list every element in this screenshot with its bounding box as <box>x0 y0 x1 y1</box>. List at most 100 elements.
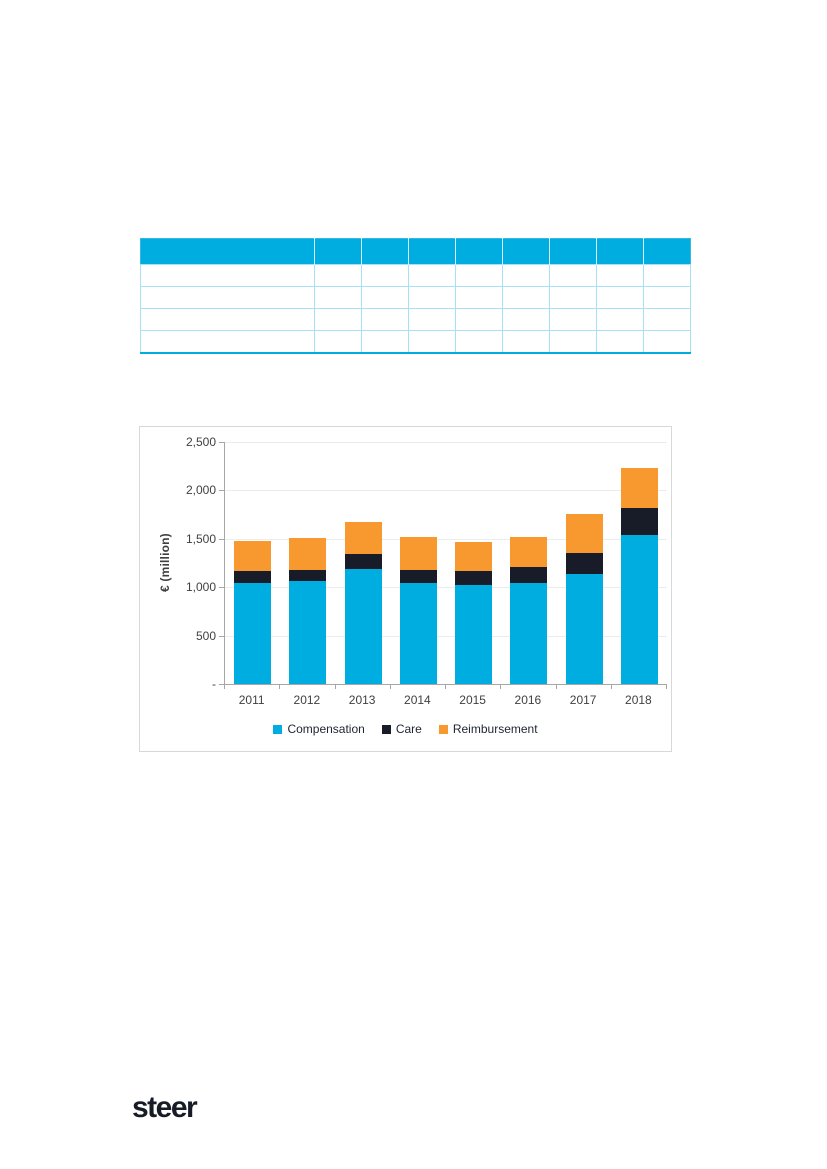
table-cell <box>408 286 456 309</box>
gridline <box>225 587 667 589</box>
table-body <box>140 264 691 354</box>
table-cell <box>596 286 644 309</box>
bar-2015 <box>446 442 501 684</box>
legend-label: Compensation <box>287 722 365 736</box>
x-axis-labels: 2011 2012 2013 2014 2015 2016 2017 2018 <box>224 693 666 707</box>
table-header-cell <box>408 238 456 265</box>
table-cell <box>140 308 315 331</box>
bar-2011 <box>225 442 280 684</box>
y-tick-mark <box>219 442 224 443</box>
table-cell <box>408 330 456 354</box>
gridline <box>225 490 667 492</box>
bar-segment-reimbursement-2011 <box>234 540 271 572</box>
table-cell <box>408 308 456 331</box>
legend-label: Reimbursement <box>452 722 538 736</box>
bar-segment-compensation-2013 <box>344 569 382 684</box>
x-tick-label: 2011 <box>238 693 265 707</box>
bar-segment-care-2011 <box>234 571 271 583</box>
table-cell <box>596 330 644 354</box>
table-header-cell <box>549 238 597 265</box>
table-header-cell <box>502 238 550 265</box>
bar-segment-care-2014 <box>399 569 437 583</box>
gridline <box>225 538 667 540</box>
stacked-bar-chart: € (million) 2,500 2,000 1,500 1,000 500 - 201… <box>139 426 672 752</box>
x-tick-mark <box>389 685 391 689</box>
table-cell <box>596 264 644 287</box>
plot-area <box>224 442 667 685</box>
x-tick-label: 2015 <box>459 693 486 707</box>
chart-legend: Compensation Care Reimbursement <box>140 722 671 736</box>
x-tick-label: 2012 <box>293 693 321 707</box>
table-header-cell <box>314 238 362 265</box>
y-tick-mark <box>219 538 224 540</box>
bar-segment-care-2013 <box>344 554 382 570</box>
bar-segment-reimbursement-2017 <box>565 513 603 554</box>
table-cell <box>549 308 597 331</box>
bar-2017 <box>557 442 612 684</box>
table-header-row <box>140 238 691 265</box>
empty-data-table <box>140 238 691 354</box>
table-row <box>140 308 691 331</box>
table-cell <box>140 330 315 354</box>
table-header-cell <box>140 238 315 265</box>
table-cell <box>314 330 362 354</box>
legend-item-compensation: Compensation <box>273 722 365 736</box>
bar-2018 <box>612 442 667 684</box>
bar-segment-reimbursement-2012 <box>289 538 327 570</box>
table-cell <box>549 330 597 354</box>
bar-segment-reimbursement-2013 <box>344 521 382 555</box>
bar-segment-compensation-2016 <box>510 583 548 684</box>
y-axis-title: € (million) <box>158 533 172 593</box>
y-tick-mark <box>219 635 224 637</box>
table-cell <box>596 308 644 331</box>
legend-swatch-care-icon <box>381 724 391 734</box>
table-cell <box>314 286 362 309</box>
bar-segment-care-2012 <box>289 569 327 582</box>
table-cell <box>361 330 409 354</box>
x-tick-label: 2013 <box>348 693 376 707</box>
bar-segment-reimbursement-2015 <box>455 541 492 571</box>
x-tick-label: 2016 <box>514 693 542 707</box>
x-tick-mark <box>224 685 225 689</box>
table-cell <box>455 330 503 354</box>
table-cell <box>549 286 597 309</box>
legend-item-care: Care <box>381 722 422 736</box>
x-tick-label: 2014 <box>404 693 431 707</box>
table-cell <box>408 264 456 287</box>
table-cell <box>502 308 550 331</box>
table-cell <box>549 264 597 287</box>
table-cell <box>314 264 362 287</box>
bar-segment-compensation-2018 <box>620 534 658 684</box>
table-cell <box>502 264 550 287</box>
bar-segment-compensation-2015 <box>455 585 492 684</box>
steer-logo: steer <box>132 1091 198 1124</box>
y-tick-label: 2,500 <box>185 435 216 449</box>
table-cell <box>455 286 503 309</box>
bar-segment-care-2015 <box>455 570 492 586</box>
x-tick-mark <box>279 685 281 689</box>
x-tick-label: 2018 <box>625 693 652 707</box>
table-header-cell <box>361 238 409 265</box>
gridline <box>225 442 667 443</box>
table-header-cell <box>596 238 644 265</box>
bar-segment-reimbursement-2014 <box>399 537 437 570</box>
table-cell <box>643 264 691 287</box>
legend-swatch-reimbursement-icon <box>438 724 448 734</box>
bar-2013 <box>336 442 391 684</box>
table-cell <box>361 286 409 309</box>
y-tick-label: 500 <box>195 628 216 643</box>
legend-swatch-compensation-icon <box>273 724 283 734</box>
y-tick-mark <box>219 684 224 685</box>
table-header-cell <box>455 238 503 265</box>
table-cell <box>502 286 550 309</box>
x-tick-mark <box>555 685 557 689</box>
bar-segment-compensation-2012 <box>289 581 327 684</box>
x-tick-mark <box>445 685 446 689</box>
bar-2012 <box>280 442 335 684</box>
x-tick-mark <box>334 685 336 689</box>
table-cell <box>643 286 691 309</box>
table-cell <box>361 264 409 287</box>
bar-segment-care-2018 <box>620 508 658 535</box>
bar-segment-compensation-2017 <box>565 574 603 684</box>
table-row <box>140 286 691 309</box>
